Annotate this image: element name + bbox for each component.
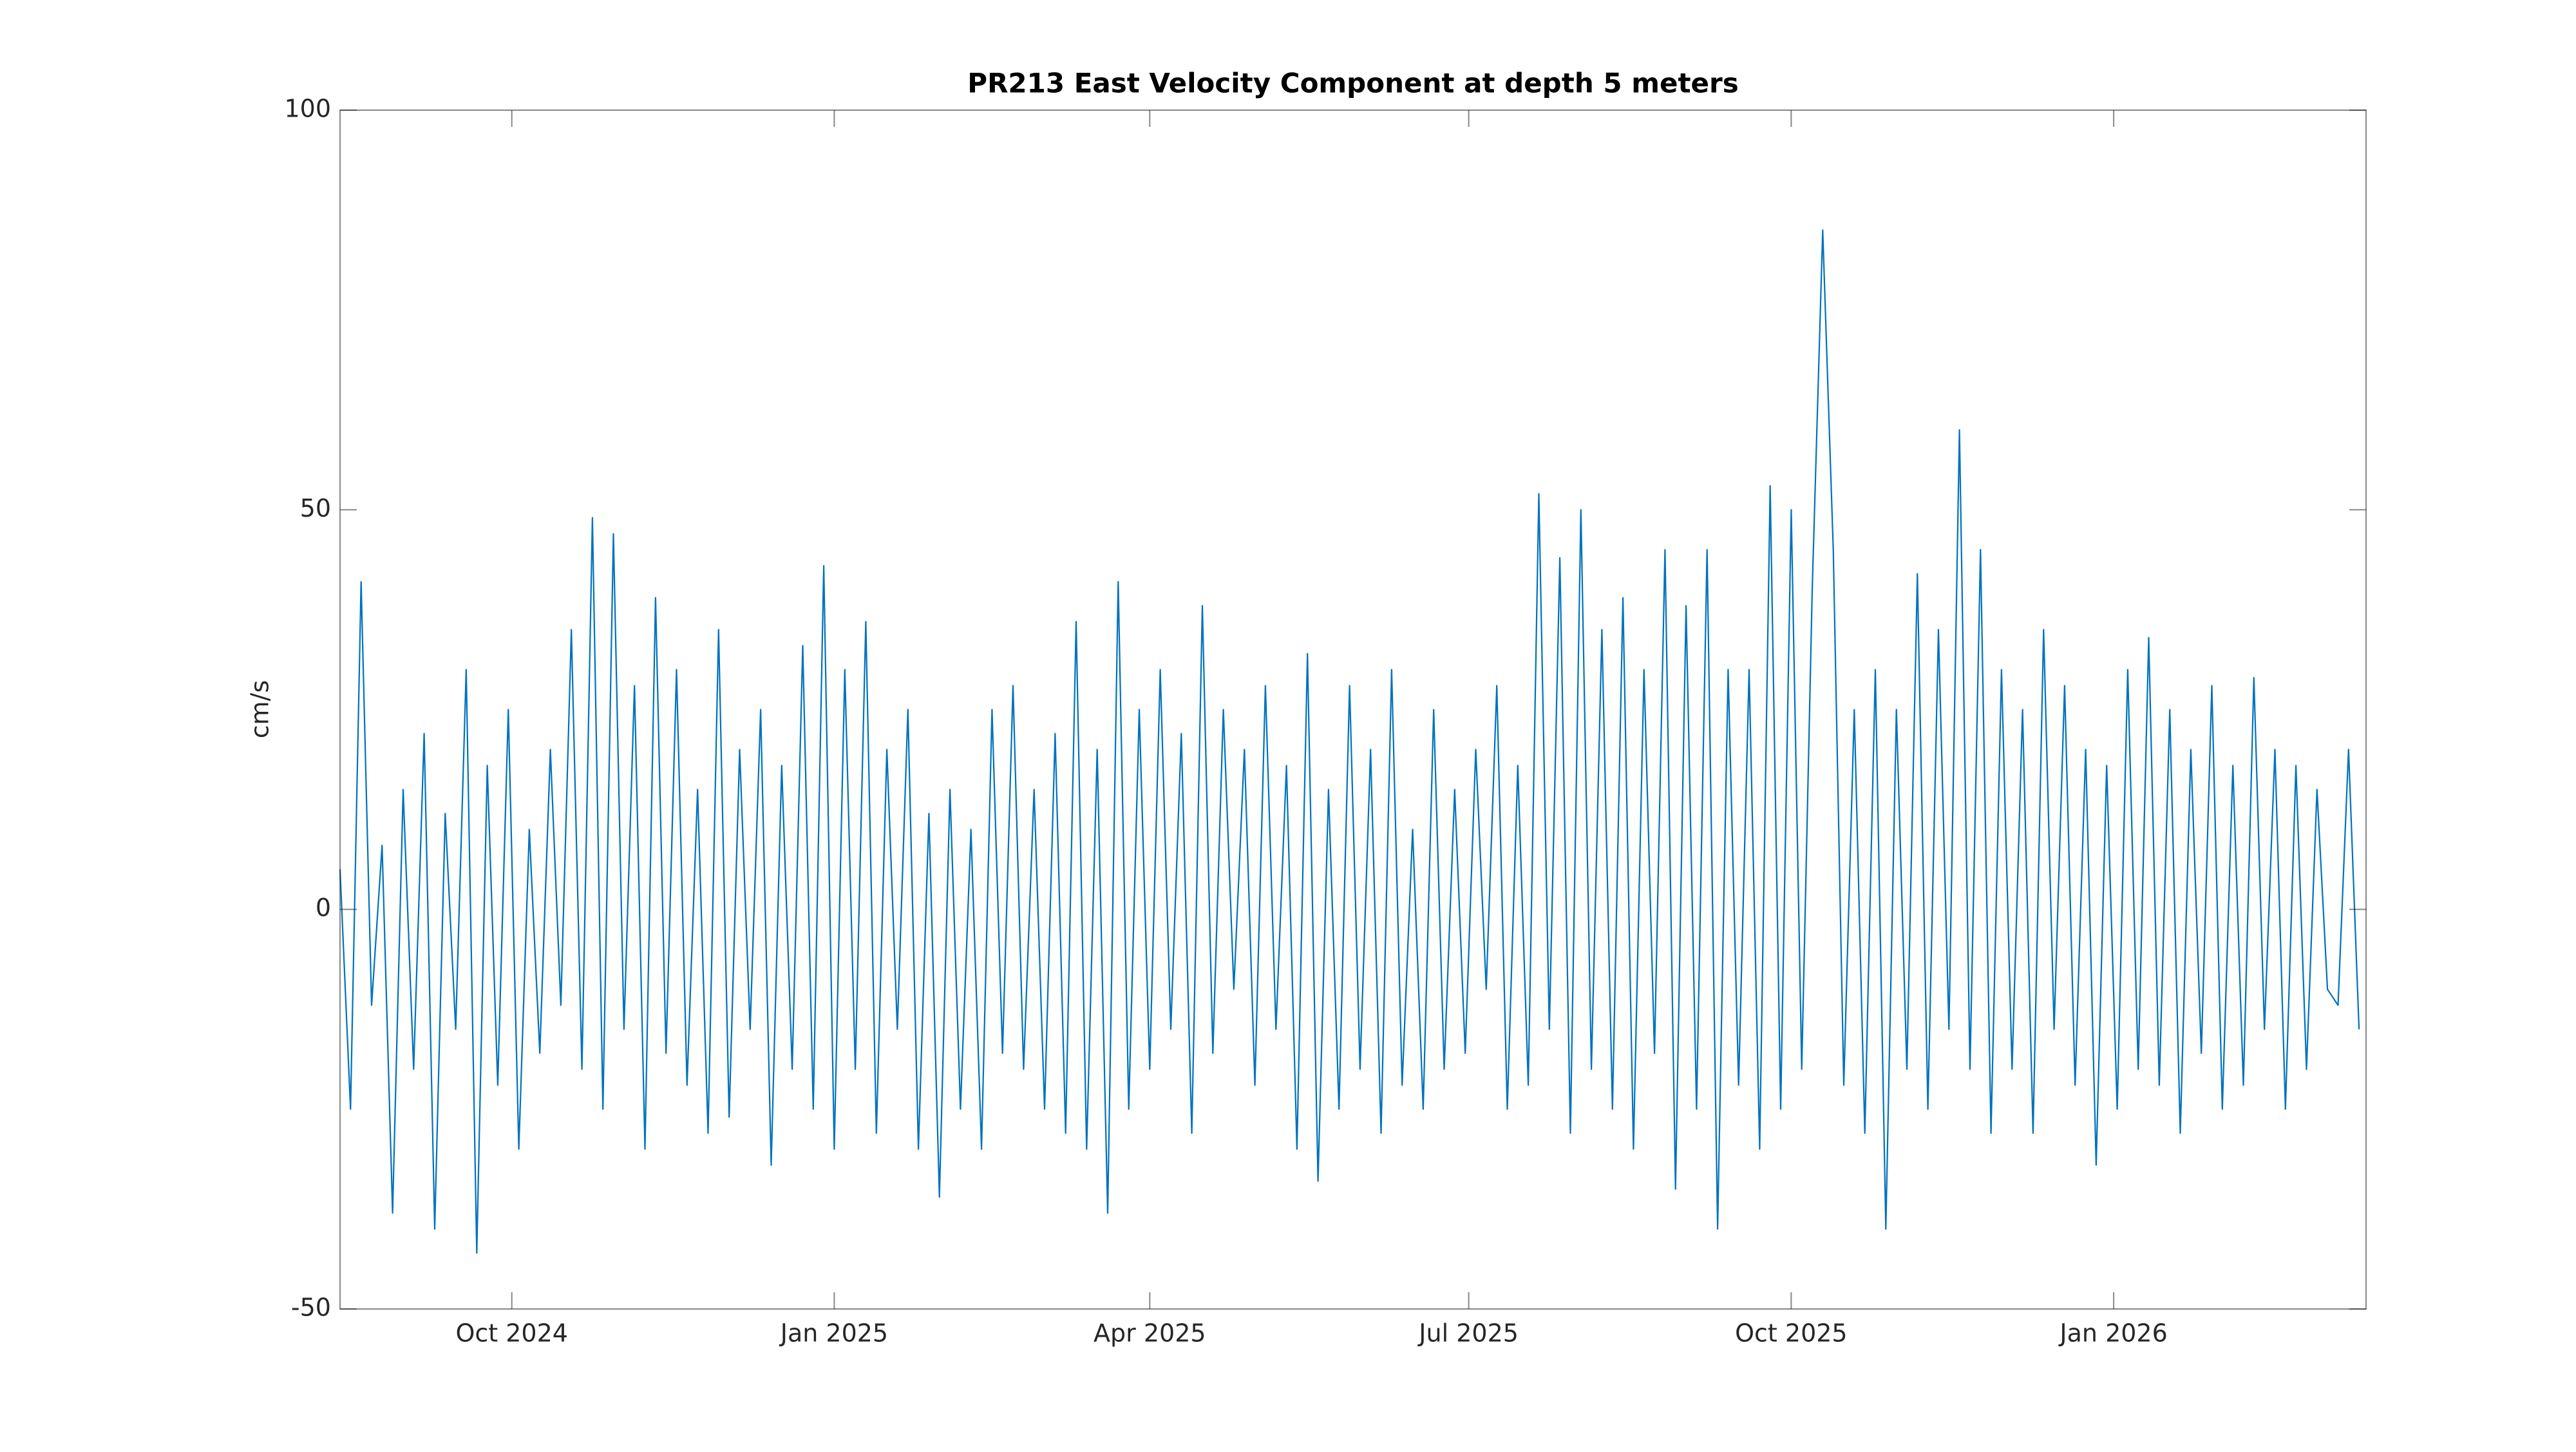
y-axis-label: cm/s — [246, 680, 274, 739]
x-tick-label: Apr 2025 — [1094, 1319, 1206, 1348]
y-tick-label: -50 — [291, 1294, 331, 1322]
y-tick-label: 0 — [316, 893, 331, 922]
y-tick-label: 50 — [300, 494, 331, 522]
data-line — [339, 229, 2360, 1254]
plot-frame — [339, 110, 2367, 1310]
x-tick-label: Jul 2025 — [1417, 1319, 1519, 1348]
x-tick-label: Oct 2025 — [1735, 1319, 1848, 1348]
y-tick-label: 100 — [284, 95, 331, 123]
x-tick-label: Oct 2024 — [455, 1319, 568, 1348]
x-tick-label: Jan 2026 — [2058, 1319, 2167, 1348]
x-tick-label: Jan 2025 — [779, 1319, 888, 1348]
chart-title: PR213 East Velocity Component at depth 5… — [967, 68, 1738, 99]
